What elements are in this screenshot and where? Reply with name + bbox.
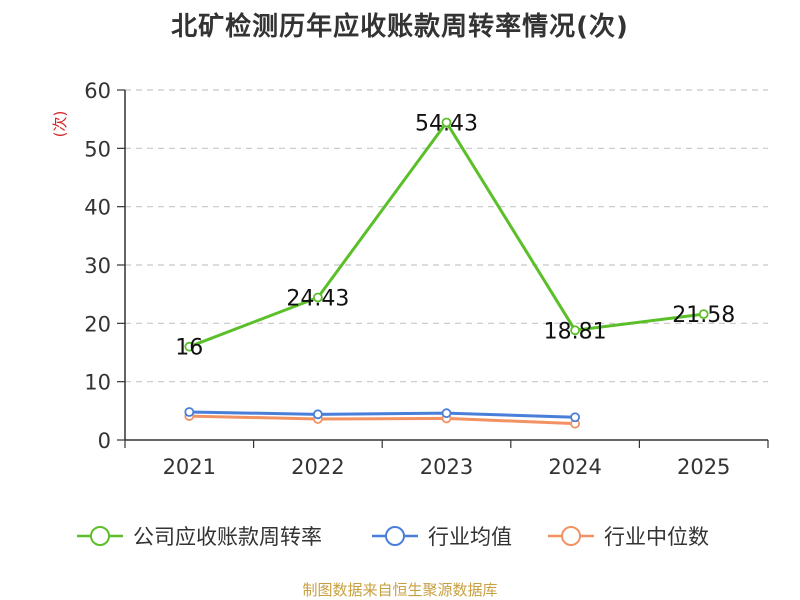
x-tick-label-2024: 2024 <box>548 455 601 479</box>
y-tick-label-20: 20 <box>84 312 111 336</box>
y-tick-label-0: 0 <box>98 429 111 453</box>
data-point-1-2021 <box>184 407 195 417</box>
y-tick-label-60: 60 <box>84 79 111 103</box>
data-label-layer: 16 24.43 54.43 18.81 21.58 <box>175 111 735 360</box>
data-label-2022: 24.43 <box>286 286 349 311</box>
data-point-0-2025 <box>698 309 709 320</box>
x-tick-label-2023: 2023 <box>420 455 473 479</box>
axis-layer: 0 10 20 30 40 50 60 2021 2022 2023 2024 2025 <box>84 79 769 479</box>
legend-label-industry-mean: 行业均值 <box>428 525 512 549</box>
data-label-2021: 16 <box>175 336 203 361</box>
x-tick-label-2022: 2022 <box>291 455 344 479</box>
source-note: 制图数据来自恒生聚源数据库 <box>302 581 498 599</box>
y-tick-label-10: 10 <box>84 371 111 395</box>
data-point-1-2023 <box>441 408 452 419</box>
data-point-0-2022 <box>312 292 323 303</box>
series-layer <box>184 117 709 429</box>
legend-item-industry-median[interactable]: 行业中位数 <box>546 520 709 552</box>
series-line-0 <box>188 120 704 349</box>
data-point-1-2022 <box>312 409 323 420</box>
legend-marker-industry-mean <box>372 526 418 546</box>
data-point-0-2021 <box>184 341 195 352</box>
legend-marker-company <box>77 526 123 546</box>
series-line-2 <box>189 414 576 426</box>
y-tick-label-30: 30 <box>84 254 111 278</box>
chart-title: 北矿检测历年应收账款周转率情况(次) <box>171 12 629 42</box>
legend-item-company[interactable]: 公司应收账款周转率 <box>75 520 322 552</box>
data-label-2024: 18.81 <box>544 319 607 344</box>
x-tick-label-2021: 2021 <box>163 455 216 479</box>
data-label-2023: 54.43 <box>415 111 478 136</box>
legend-label-industry-median: 行业中位数 <box>604 525 709 549</box>
legend-marker-industry-median <box>548 526 594 546</box>
data-label-2025: 21.58 <box>672 303 735 328</box>
x-tick-label-2025: 2025 <box>677 455 730 479</box>
grid-layer <box>125 89 768 383</box>
y-tick-label-40: 40 <box>84 196 111 220</box>
data-point-0-2024 <box>570 325 580 336</box>
legend-label-company: 公司应收账款周转率 <box>133 525 322 549</box>
series-line-1 <box>189 410 576 419</box>
data-point-0-2023 <box>441 117 452 128</box>
legend-item-industry-mean[interactable]: 行业均值 <box>370 520 512 552</box>
data-point-1-2024 <box>570 412 580 423</box>
y-tick-label-50: 50 <box>84 137 111 161</box>
